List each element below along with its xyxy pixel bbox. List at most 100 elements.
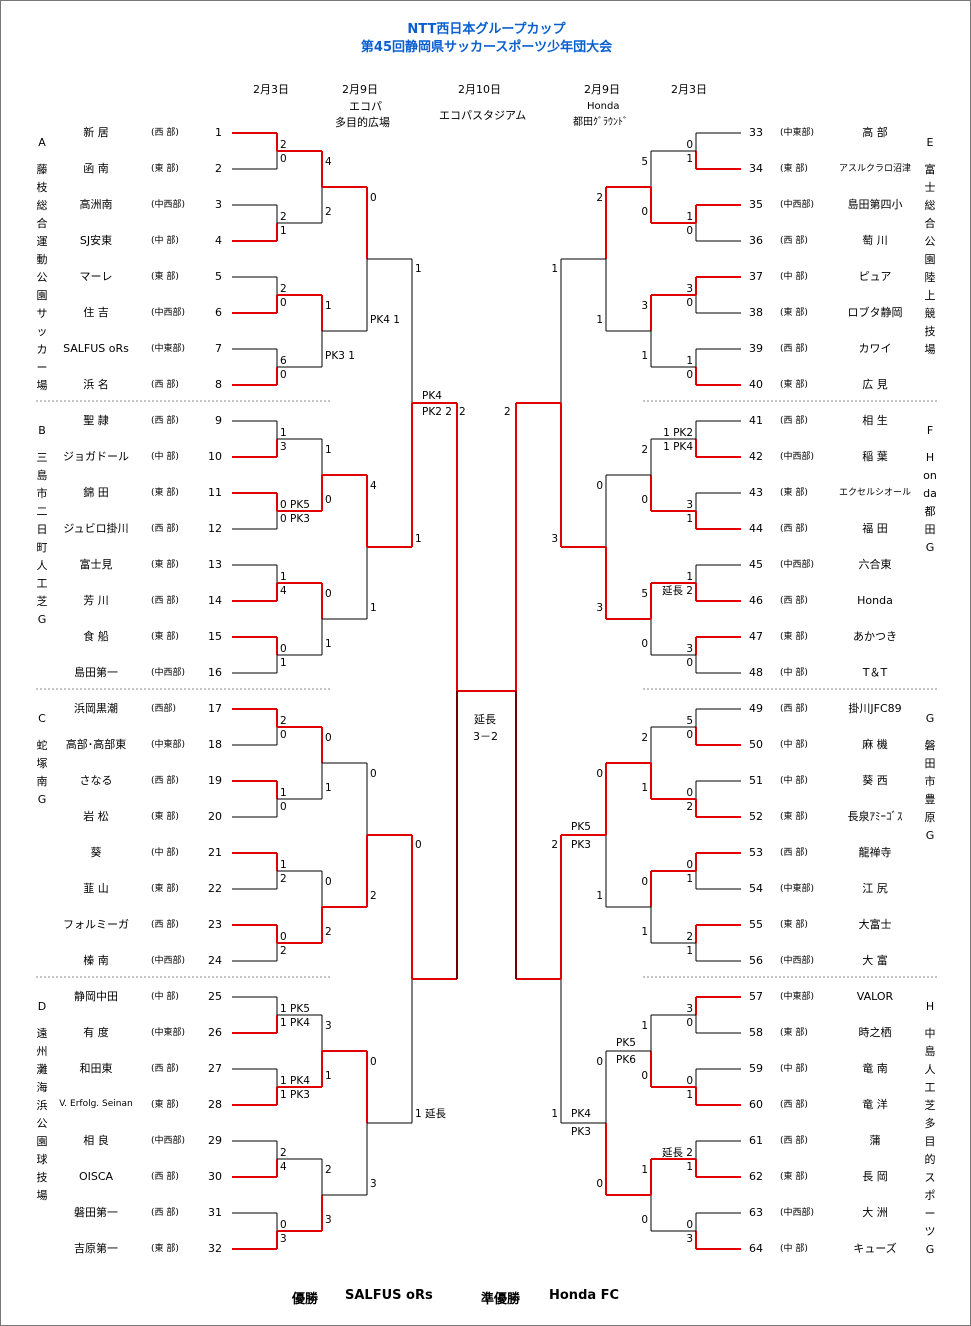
team-number: 63 bbox=[749, 1206, 763, 1219]
team-region: (中西部) bbox=[780, 956, 815, 966]
match-score: 1 bbox=[325, 1070, 332, 1082]
team-region: (中 部) bbox=[780, 740, 808, 750]
match-score: PK3 1 bbox=[325, 350, 355, 362]
team-region: (中 部) bbox=[780, 1244, 808, 1254]
team-region: (西部) bbox=[151, 704, 177, 714]
block-venue: Honda都田G bbox=[923, 451, 937, 554]
team-name: アスルクラロ沼津 bbox=[838, 164, 911, 174]
team-number: 4 bbox=[215, 234, 222, 247]
team-number: 7 bbox=[215, 342, 222, 355]
team-region: (東 部) bbox=[151, 1100, 179, 1110]
team-number: 57 bbox=[749, 990, 763, 1003]
team-name: 富士見 bbox=[79, 558, 113, 571]
match-score: 0 bbox=[641, 206, 648, 218]
team-region: (中西部) bbox=[151, 668, 186, 678]
team-number: 46 bbox=[749, 594, 763, 607]
team-number: 59 bbox=[749, 1062, 763, 1075]
team-number: 11 bbox=[208, 486, 222, 499]
team-name: さなる bbox=[79, 774, 113, 787]
team-name: OISCA bbox=[78, 1170, 114, 1183]
block-venue: 中島人工芝多目的スポーツG bbox=[924, 1027, 936, 1256]
team-name: 新 居 bbox=[83, 126, 109, 139]
match-score: 0 bbox=[280, 729, 287, 741]
team-name: SALFUS oRs bbox=[63, 342, 129, 355]
team-region: (中東部) bbox=[780, 992, 815, 1002]
match-score: 0 bbox=[280, 643, 287, 655]
block-letter: G bbox=[925, 712, 935, 725]
team-number: 43 bbox=[749, 486, 763, 499]
header-final-date: 2月10日 bbox=[458, 83, 501, 96]
team-number: 56 bbox=[749, 954, 763, 967]
match-score: 3 bbox=[280, 1233, 287, 1245]
match-score: 2 bbox=[459, 406, 466, 418]
team-number: 6 bbox=[215, 306, 222, 319]
team-name: 高洲南 bbox=[79, 198, 113, 211]
team-region: (中 部) bbox=[780, 1064, 808, 1074]
team-name: 六合東 bbox=[858, 558, 892, 571]
block-venue: 磐田市豊原G bbox=[924, 739, 936, 842]
team-region: (東 部) bbox=[780, 632, 808, 642]
header-final-venue: エコパスタジアム bbox=[439, 109, 527, 122]
team-number: 13 bbox=[208, 558, 222, 571]
team-number: 52 bbox=[749, 810, 763, 823]
team-name: カワイ bbox=[858, 342, 892, 355]
team-number: 9 bbox=[215, 414, 222, 427]
header-right-r2-venue1: Honda bbox=[587, 101, 620, 112]
team-region: (西 部) bbox=[151, 380, 179, 390]
team-region: (中東部) bbox=[780, 128, 815, 138]
team-region: (東 部) bbox=[151, 488, 179, 498]
team-name: 浜岡黒潮 bbox=[74, 702, 118, 715]
match-score: 1 bbox=[325, 638, 332, 650]
match-score: 1 bbox=[686, 571, 693, 583]
match-score: 1 bbox=[641, 926, 648, 938]
match-score: 1 bbox=[686, 513, 693, 525]
match-score: PK4 1 bbox=[370, 314, 400, 326]
team-name: 高部･高部東 bbox=[65, 738, 127, 751]
team-region: (中西部) bbox=[780, 560, 815, 570]
match-score: 0 bbox=[641, 876, 648, 888]
team-region: (中東部) bbox=[151, 740, 186, 750]
team-number: 19 bbox=[208, 774, 222, 787]
team-region: (東 部) bbox=[151, 812, 179, 822]
match-score: 0 bbox=[596, 480, 603, 492]
match-score: 0 bbox=[370, 1056, 377, 1068]
match-score: 1 bbox=[641, 350, 648, 362]
team-name: マーレ bbox=[79, 270, 113, 283]
team-region: (西 部) bbox=[780, 596, 808, 606]
team-region: (西 部) bbox=[780, 848, 808, 858]
team-region: (中 部) bbox=[780, 776, 808, 786]
team-number: 16 bbox=[208, 666, 222, 679]
match-score: 1 PK4 bbox=[280, 1017, 310, 1029]
match-score: 2 bbox=[551, 839, 558, 851]
match-score: 0 PK5 bbox=[280, 499, 310, 511]
team-region: (東 部) bbox=[151, 560, 179, 570]
match-score: 2 bbox=[280, 873, 287, 885]
team-region: (西 部) bbox=[780, 1136, 808, 1146]
match-score: 4 bbox=[280, 585, 287, 597]
block-letter: H bbox=[925, 1000, 935, 1013]
team-name: 韮 山 bbox=[83, 882, 109, 895]
team-name: 相 生 bbox=[862, 414, 888, 427]
match-score: 1 bbox=[280, 657, 287, 669]
team-name: 高 部 bbox=[862, 126, 888, 139]
team-name: 大富士 bbox=[858, 918, 892, 931]
team-number: 51 bbox=[749, 774, 763, 787]
team-number: 5 bbox=[215, 270, 222, 283]
match-score: 3 bbox=[686, 643, 693, 655]
team-number: 60 bbox=[749, 1098, 763, 1111]
header-left-r2-venue1: エコパ bbox=[349, 100, 382, 113]
match-score: 1 bbox=[686, 873, 693, 885]
match-score: 2 bbox=[325, 926, 332, 938]
team-name: 住 吉 bbox=[83, 306, 109, 319]
match-score: 2 bbox=[280, 715, 287, 727]
team-region: (西 部) bbox=[780, 416, 808, 426]
match-score: 2 bbox=[325, 206, 332, 218]
team-number: 47 bbox=[749, 630, 763, 643]
team-number: 64 bbox=[749, 1242, 763, 1255]
match-score: PK3 bbox=[571, 839, 591, 851]
team-name: 吉原第一 bbox=[74, 1242, 118, 1255]
team-number: 55 bbox=[749, 918, 763, 931]
match-score: 0 bbox=[686, 657, 693, 669]
team-region: (西 部) bbox=[151, 524, 179, 534]
team-name: ジュビロ掛川 bbox=[63, 522, 129, 535]
